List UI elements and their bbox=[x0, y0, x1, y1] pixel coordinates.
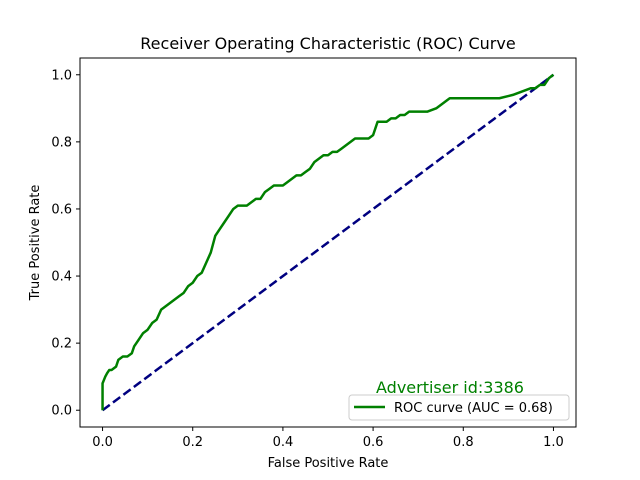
y-tick-label: 0.6 bbox=[51, 202, 72, 217]
chart-title: Receiver Operating Characteristic (ROC) … bbox=[140, 34, 515, 53]
plot-frame bbox=[79, 57, 577, 428]
y-axis-label: True Positive Rate bbox=[28, 185, 43, 302]
random-baseline-line bbox=[101, 73, 555, 412]
legend: ROC curve (AUC = 0.68) bbox=[348, 394, 570, 421]
x-tick-label: 0.4 bbox=[273, 435, 294, 450]
x-tick-label: 0.8 bbox=[453, 435, 474, 450]
y-tick-label: 0.8 bbox=[51, 135, 72, 150]
x-axis-label: False Positive Rate bbox=[268, 456, 389, 471]
y-axis: 0.0 0.2 0.4 0.6 0.8 1.0 bbox=[51, 68, 80, 419]
x-tick-label: 0.6 bbox=[363, 435, 384, 450]
roc-curve-line bbox=[101, 73, 555, 411]
x-axis: 0.0 0.2 0.4 0.6 0.8 1.0 bbox=[92, 427, 564, 450]
y-tick-label: 1.0 bbox=[51, 68, 72, 83]
x-tick-label: 0.2 bbox=[182, 435, 203, 450]
x-tick-label: 1.0 bbox=[543, 435, 564, 450]
y-tick-label: 0.4 bbox=[51, 270, 72, 285]
y-tick-label: 0.0 bbox=[51, 404, 72, 419]
plot-area bbox=[101, 73, 555, 412]
legend-box bbox=[348, 394, 570, 421]
advertiser-annotation: Advertiser id:3386 bbox=[376, 378, 524, 397]
x-tick-label: 0.0 bbox=[92, 435, 113, 450]
legend-label-roc: ROC curve (AUC = 0.68) bbox=[394, 401, 553, 416]
y-tick-label: 0.2 bbox=[51, 337, 72, 352]
